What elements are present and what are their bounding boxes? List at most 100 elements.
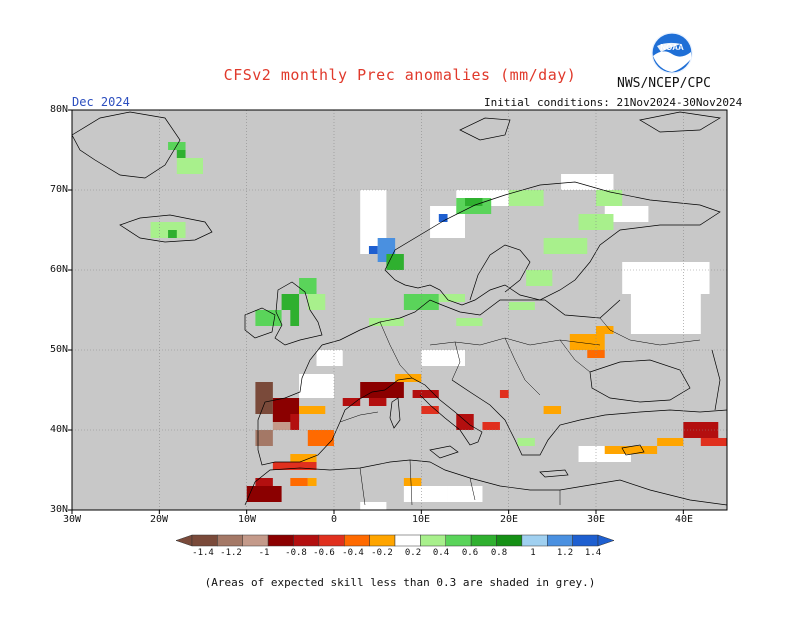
anomaly-cell [342,398,361,406]
colorbar-swatch [445,534,472,547]
colorbar-swatch [242,534,269,547]
anomaly-cell [255,382,273,414]
anomaly-cell [657,438,684,446]
colorbar-arrow-low [175,534,193,547]
lat-label: 50N [49,344,68,355]
chart-title: CFSv2 monthly Prec anomalies (mm/day) [223,66,577,84]
anomaly-cell [255,310,282,326]
anomaly-cell [176,150,186,158]
anomaly-cell [543,406,562,414]
colorbar-swatch [217,534,243,547]
colorbar-swatch [420,534,446,547]
colorbar-swatch [572,534,599,547]
low-signal-area [299,374,334,398]
anomaly-cell [508,190,544,206]
lon-label: 10E [411,514,431,525]
anomaly-cell [290,454,317,462]
low-signal-area [561,174,614,190]
anomaly-cell [517,438,535,446]
low-signal-area [447,486,483,502]
anomaly-cell [596,326,614,334]
graticule [72,110,727,510]
colorbar-swatch [470,534,497,547]
low-signal-area [316,350,343,366]
colorbar-label: -0.6 [313,548,335,558]
anomaly-cell [604,446,658,454]
colorbar-swatch [547,534,573,547]
colorbar-label: 0.4 [432,548,450,558]
anomaly-cell [176,158,203,174]
colorbar-swatch [369,534,396,547]
axis-ticks [68,109,684,514]
low-signal-area [421,350,465,366]
colorbar-arrow-high [597,534,615,547]
anomaly-cell [543,238,588,254]
colorbar-label: -1.2 [220,548,242,558]
lon-label: 20W [149,514,169,525]
colorbar-swatch [318,534,345,547]
anomaly-cell [395,374,422,382]
colorbar-swatch [521,534,548,547]
colorbar-label: -1 [258,548,270,558]
low-signal-area [360,502,387,510]
colorbar-label: 1 [530,548,536,558]
anomaly-cell [307,430,334,446]
anomaly-cell [368,246,378,254]
anomaly-cell [255,478,273,486]
colorbar-label: 0.8 [490,548,508,558]
colorbar-swatch [191,534,218,547]
skill-mask-background [72,110,727,510]
anomaly-cell [360,382,404,398]
anomaly-cell [412,390,439,398]
colorbar-label: 0.6 [461,548,479,558]
colorbar-label: -1.4 [192,548,214,558]
anomaly-cell [299,278,317,294]
low-signal-area [630,294,701,334]
anomaly-cell [168,230,177,238]
lon-label: 40E [674,514,694,525]
colorbar-label: 0.2 [404,548,422,558]
anomaly-cell [456,318,483,326]
anomaly-cell [307,294,326,310]
anomaly-cell [456,414,474,430]
anomaly-cell [683,422,719,438]
anomaly-cell [438,214,448,222]
anomaly-cell [307,478,317,486]
anomaly-cell [465,198,483,206]
skill-footnote: (Areas of expected skill less than 0.3 a… [204,576,596,589]
anomaly-cell [421,406,439,414]
lat-label: 30N [49,504,68,515]
colorbar-swatch [267,534,294,547]
map-frame [71,109,728,511]
anomaly-cell [508,302,535,310]
low-signal-land [299,174,710,510]
lat-label: 80N [49,104,68,115]
anomaly-cell [368,398,387,406]
lon-label: 30E [586,514,606,525]
lon-label: 0 [330,514,338,525]
lat-label: 40N [49,424,68,435]
lon-label: 30W [62,514,82,525]
anomaly-cell [299,406,326,414]
anomaly-cell [596,190,623,206]
anomaly-cell [368,318,404,326]
colorbar-label: -0.8 [285,548,307,558]
lat-label: 70N [49,184,68,195]
colorbar-swatch [496,534,523,547]
noaa-logo-text: NOAA [660,43,684,52]
lon-label: 20E [499,514,519,525]
low-signal-area [604,206,649,222]
anomaly-cell [482,422,500,430]
colorbar-swatch [394,534,421,547]
anomaly-cell [526,270,553,286]
colorbar-label: 1.4 [584,548,602,558]
anomaly-cell [255,430,273,446]
forecast-month: Dec 2024 [72,95,130,109]
lat-label: 60N [49,264,68,275]
colorbar-swatch [293,534,320,547]
coastlines [72,111,727,506]
anomaly-cell [272,462,317,470]
anomaly-cell [700,438,727,446]
anomaly-cell [499,390,509,398]
colorbar-swatch [344,534,370,547]
